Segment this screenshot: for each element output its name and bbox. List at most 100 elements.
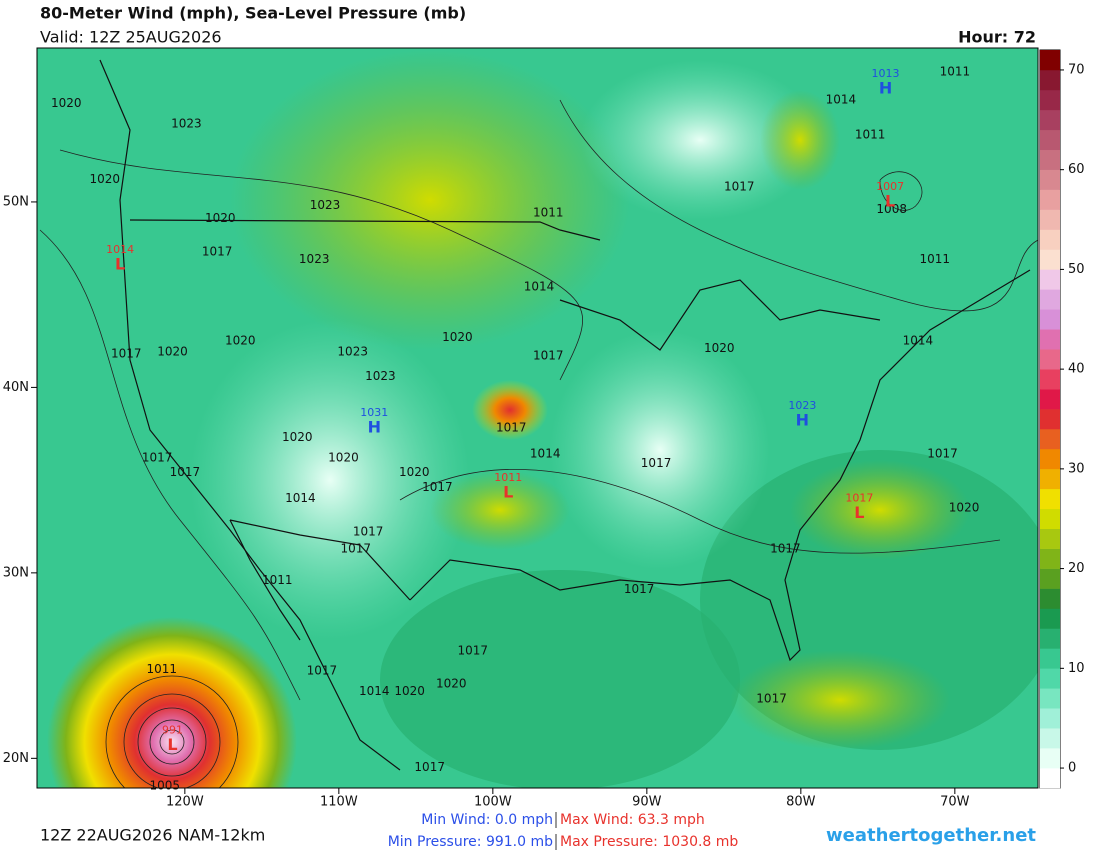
colorbar-swatch xyxy=(1040,448,1060,470)
isobar-label: 1011 xyxy=(920,252,951,266)
colorbar-swatch xyxy=(1040,608,1060,629)
forecast-hour: Hour: 72 xyxy=(958,28,1036,47)
isobar-label: 1020 xyxy=(394,684,425,698)
colorbar-tick-label: 50 xyxy=(1068,262,1085,277)
colorbar-swatch xyxy=(1040,688,1060,709)
isobar-label: 1014 xyxy=(359,684,390,698)
pressure-center-letter: L xyxy=(115,254,125,273)
isobar-label: 1020 xyxy=(328,450,359,464)
colorbar-swatch xyxy=(1040,728,1060,749)
colorbar-swatch xyxy=(1040,269,1060,290)
wind-blob xyxy=(550,330,770,570)
isobar-label: 1017 xyxy=(202,245,233,259)
isobar-label: 1017 xyxy=(422,480,453,494)
colorbar-swatch xyxy=(1040,389,1060,410)
colorbar-swatch xyxy=(1040,349,1060,370)
isobar-label: 1017 xyxy=(624,582,655,596)
isobar-label: 1017 xyxy=(770,541,801,555)
colorbar-swatch xyxy=(1040,309,1060,330)
colorbar-swatch xyxy=(1040,50,1060,71)
isobar-label: 1020 xyxy=(704,341,735,355)
isobar-label: 1023 xyxy=(299,252,330,266)
colorbar-swatch xyxy=(1040,129,1060,151)
pressure-center-value: 1014 xyxy=(106,243,134,256)
colorbar-swatch xyxy=(1040,768,1060,789)
y-tick-label: 20N xyxy=(3,751,29,766)
isobar-label: 1020 xyxy=(399,465,430,479)
colorbar-tick-label: 60 xyxy=(1068,162,1085,177)
isobar-label: 1020 xyxy=(442,330,473,344)
wind-blob xyxy=(430,470,570,550)
min-pressure: Min Pressure: 991.0 mb xyxy=(388,834,553,850)
isobars xyxy=(39,99,1038,788)
y-tick-label: 40N xyxy=(3,380,29,395)
pressure-center-letter: H xyxy=(368,418,381,437)
colorbar-swatch xyxy=(1040,169,1060,190)
max-wind: Max Wind: 63.3 mph xyxy=(560,812,705,828)
isobar-label: 1014 xyxy=(524,280,555,294)
isobar-label: 1023 xyxy=(171,117,202,131)
colorbar-swatch xyxy=(1040,748,1060,769)
pressure-center-value: 1017 xyxy=(845,492,873,505)
colorbar-swatch xyxy=(1040,668,1060,689)
isobar-label: 1014 xyxy=(530,447,561,461)
x-tick-label: 70W xyxy=(940,795,970,810)
colorbar-swatch xyxy=(1040,648,1060,669)
wind-blob xyxy=(760,90,840,190)
isobar-label: 1014 xyxy=(285,491,316,505)
colorbar-swatch xyxy=(1040,588,1060,609)
isobar-label: 1005 xyxy=(150,779,181,793)
pressure-center-letter: L xyxy=(885,191,895,210)
x-tick-label: 110W xyxy=(320,795,358,810)
wind-blob xyxy=(230,50,630,350)
x-tick-label: 100W xyxy=(474,795,512,810)
pressure-center-value: 1007 xyxy=(876,180,904,193)
colorbar-swatch xyxy=(1040,289,1060,310)
colorbar-swatch xyxy=(1040,249,1060,270)
valid-time: Valid: 12Z 25AUG2026 xyxy=(40,28,222,47)
colorbar-swatch xyxy=(1040,528,1060,549)
pressure-center-value: 1031 xyxy=(360,406,388,419)
pressure-center-value: 1011 xyxy=(494,471,522,484)
colorbar-swatch xyxy=(1040,468,1060,490)
pressure-center-letter: H xyxy=(796,410,809,429)
colorbar-swatch xyxy=(1040,149,1060,170)
isobar-label: 1017 xyxy=(641,456,672,470)
x-tick-label: 80W xyxy=(786,795,816,810)
isobar-label: 1017 xyxy=(458,643,489,657)
colorbar-tick-label: 10 xyxy=(1068,661,1085,676)
hurricane-winds xyxy=(47,617,297,788)
isobar-label: 1011 xyxy=(146,662,177,676)
isobar-label: 1014 xyxy=(903,334,934,348)
colorbar-tick-label: 30 xyxy=(1068,461,1085,476)
isobar-label: 1017 xyxy=(927,447,958,461)
colorbar-swatch xyxy=(1040,369,1060,390)
pressure-center-value: 1023 xyxy=(788,399,816,412)
colorbar-swatch xyxy=(1040,488,1060,510)
colorbar-swatch xyxy=(1040,69,1060,91)
isobar-label: 1020 xyxy=(436,677,467,691)
colorbar-swatch xyxy=(1040,109,1060,131)
isobar-label: 1017 xyxy=(756,691,787,705)
isobar-label: 1017 xyxy=(170,465,201,479)
site-name: weathertogether.net xyxy=(826,825,1036,846)
isobar-label: 1011 xyxy=(262,573,293,587)
isobar-label: 1008 xyxy=(876,202,907,216)
wind-blob xyxy=(790,460,970,560)
y-tick-label: 30N xyxy=(3,565,29,580)
isobar-label: 1017 xyxy=(533,348,564,362)
wind-blob xyxy=(730,650,950,750)
colorbar-swatch xyxy=(1040,548,1060,569)
isobar-label: 1017 xyxy=(353,525,384,539)
isobar-label: 1017 xyxy=(496,421,527,435)
isobar-label: 1017 xyxy=(111,347,142,361)
isobar-label: 1020 xyxy=(205,211,236,225)
wind-blob xyxy=(380,570,740,788)
wind-blob xyxy=(472,380,548,440)
wind-blob xyxy=(190,320,470,640)
isobar-label: 1020 xyxy=(89,172,120,186)
isobar-label: 1017 xyxy=(724,180,755,194)
colorbar-tick-label: 20 xyxy=(1068,561,1085,576)
isobar-label: 1017 xyxy=(307,664,338,678)
